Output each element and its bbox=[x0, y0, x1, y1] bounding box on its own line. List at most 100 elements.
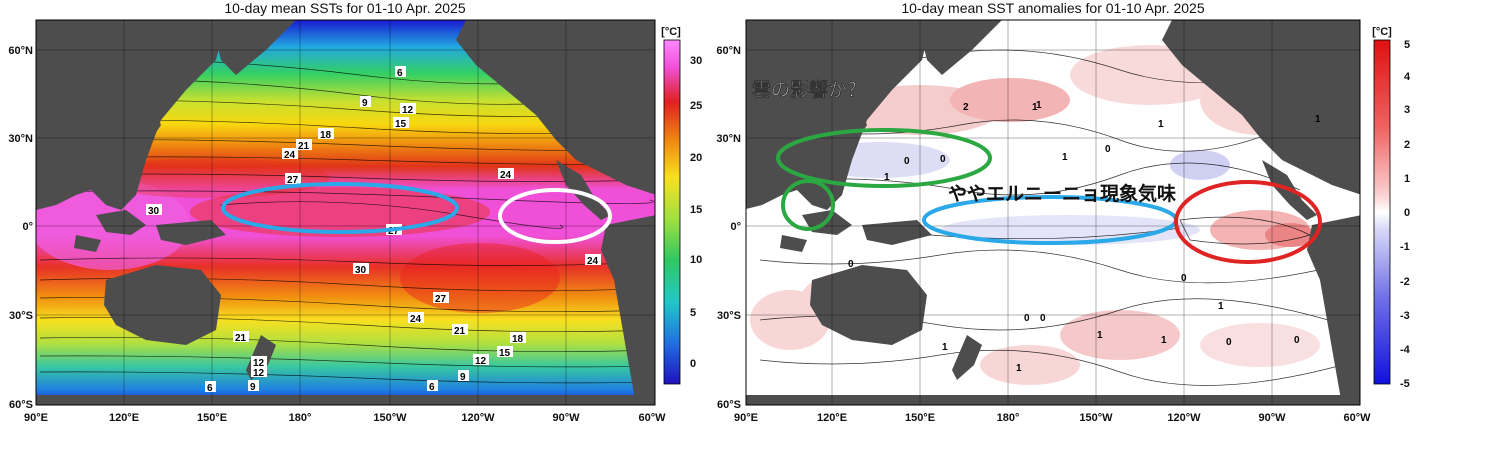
svg-text:120°E: 120°E bbox=[817, 412, 847, 424]
svg-text:-2: -2 bbox=[1400, 276, 1410, 288]
svg-text:27: 27 bbox=[287, 175, 299, 186]
svg-text:2: 2 bbox=[963, 102, 969, 113]
svg-text:60°S: 60°S bbox=[717, 399, 741, 411]
left-lon-labels: 90°E 120°E 150°E 180° 150°W 120°W 90°W 6… bbox=[24, 412, 666, 424]
svg-text:30°S: 30°S bbox=[9, 310, 33, 322]
svg-text:1: 1 bbox=[1404, 173, 1410, 185]
svg-text:5: 5 bbox=[1404, 39, 1410, 51]
cyan-ellipse-left bbox=[221, 182, 459, 234]
svg-text:-1: -1 bbox=[1400, 241, 1410, 253]
svg-text:120°W: 120°W bbox=[1167, 412, 1201, 424]
el-nino-note: ややエルニーニョ現象気味 bbox=[948, 182, 1176, 205]
svg-text:18: 18 bbox=[512, 334, 524, 345]
svg-text:24: 24 bbox=[587, 256, 599, 267]
svg-text:3: 3 bbox=[1404, 104, 1410, 116]
svg-text:0: 0 bbox=[904, 156, 910, 167]
red-ellipse-right bbox=[1174, 180, 1322, 264]
svg-text:0°: 0° bbox=[730, 221, 741, 233]
svg-text:30: 30 bbox=[690, 55, 702, 67]
left-map-frame bbox=[35, 19, 656, 406]
right-contour-labels: 2 1 1 0 0 1 1 1 1 0 0 0 0 1 1 0 0 1 1 0 … bbox=[848, 100, 1321, 374]
svg-text:0: 0 bbox=[1181, 273, 1187, 284]
svg-text:24: 24 bbox=[500, 170, 512, 181]
svg-text:0: 0 bbox=[848, 259, 854, 270]
svg-text:9: 9 bbox=[362, 98, 368, 109]
svg-text:-3: -3 bbox=[1400, 310, 1410, 322]
svg-text:1: 1 bbox=[1315, 114, 1321, 125]
svg-text:21: 21 bbox=[235, 333, 247, 344]
svg-text:12: 12 bbox=[402, 105, 414, 116]
svg-text:2: 2 bbox=[1404, 139, 1410, 151]
svg-text:150°W: 150°W bbox=[373, 412, 407, 424]
right-lat-labels: 60°N 30°N 0° 30°S 60°S bbox=[716, 45, 741, 411]
svg-text:1: 1 bbox=[1062, 152, 1068, 163]
svg-text:-5: -5 bbox=[1400, 378, 1410, 390]
svg-text:6: 6 bbox=[207, 383, 213, 394]
svg-text:25: 25 bbox=[690, 100, 702, 112]
svg-text:1: 1 bbox=[942, 342, 948, 353]
svg-text:15: 15 bbox=[395, 119, 407, 130]
green-ellipse-lower bbox=[781, 179, 835, 231]
right-colorbar: [°C] 5 4 3 2 1 0 -1 -2 -3 -4 -5 bbox=[1372, 26, 1411, 390]
svg-text:150°E: 150°E bbox=[197, 412, 227, 424]
svg-text:60°N: 60°N bbox=[8, 45, 33, 57]
svg-text:60°S: 60°S bbox=[9, 399, 33, 411]
right-panel-title: 10-day mean SST anomalies for 01-10 Apr.… bbox=[901, 0, 1204, 16]
svg-text:60°W: 60°W bbox=[638, 412, 666, 424]
svg-text:30°N: 30°N bbox=[716, 133, 741, 145]
svg-text:30: 30 bbox=[355, 265, 367, 276]
svg-text:90°W: 90°W bbox=[552, 412, 580, 424]
svg-text:[°C]: [°C] bbox=[661, 26, 681, 38]
svg-text:-4: -4 bbox=[1400, 344, 1411, 356]
green-ellipse-upper bbox=[776, 128, 992, 188]
svg-text:1: 1 bbox=[1032, 102, 1038, 113]
left-colorbar: [°C] 30 25 20 15 10 5 0 bbox=[661, 26, 702, 385]
svg-text:120°E: 120°E bbox=[109, 412, 139, 424]
svg-text:21: 21 bbox=[298, 141, 310, 152]
svg-text:180°: 180° bbox=[289, 412, 312, 424]
svg-text:20: 20 bbox=[690, 152, 702, 164]
cloud-note: 雲の影響か？ bbox=[752, 78, 866, 101]
svg-text:0: 0 bbox=[690, 358, 696, 370]
svg-text:0: 0 bbox=[1105, 144, 1111, 155]
svg-text:21: 21 bbox=[454, 326, 466, 337]
svg-text:6: 6 bbox=[429, 382, 435, 393]
svg-text:0: 0 bbox=[1226, 337, 1232, 348]
svg-text:9: 9 bbox=[250, 382, 256, 393]
svg-text:1: 1 bbox=[1158, 119, 1164, 130]
svg-text:12: 12 bbox=[253, 368, 265, 379]
svg-text:120°W: 120°W bbox=[461, 412, 495, 424]
svg-text:5: 5 bbox=[690, 307, 696, 319]
svg-text:27: 27 bbox=[388, 226, 400, 237]
svg-text:12: 12 bbox=[475, 356, 487, 367]
svg-text:6: 6 bbox=[397, 68, 403, 79]
svg-text:1: 1 bbox=[1036, 100, 1042, 111]
svg-text:1: 1 bbox=[1218, 301, 1224, 312]
svg-text:150°E: 150°E bbox=[905, 412, 935, 424]
svg-text:24: 24 bbox=[410, 314, 422, 325]
white-ellipse-left bbox=[498, 188, 612, 244]
svg-text:9: 9 bbox=[460, 372, 466, 383]
svg-text:15: 15 bbox=[499, 348, 511, 359]
svg-text:18: 18 bbox=[320, 130, 332, 141]
svg-text:30°N: 30°N bbox=[8, 133, 33, 145]
left-contour-labels: 6 9 12 15 18 21 24 27 30 27 30 27 24 21 … bbox=[146, 66, 601, 394]
svg-text:24: 24 bbox=[284, 150, 296, 161]
right-lon-labels: 90°E 120°E 150°E 180° 150°W 120°W 90°W 6… bbox=[734, 412, 1371, 424]
svg-text:90°W: 90°W bbox=[1258, 412, 1286, 424]
left-map: 6 9 12 15 18 21 24 27 30 27 30 27 24 21 … bbox=[36, 20, 655, 405]
svg-text:0: 0 bbox=[940, 154, 946, 165]
right-map: 2 1 1 0 0 1 1 1 1 0 0 0 0 1 1 0 0 1 1 0 … bbox=[746, 20, 1360, 405]
svg-text:30°S: 30°S bbox=[717, 310, 741, 322]
svg-text:1: 1 bbox=[1161, 335, 1167, 346]
svg-text:90°E: 90°E bbox=[24, 412, 48, 424]
svg-text:1: 1 bbox=[1097, 330, 1103, 341]
svg-text:0°: 0° bbox=[22, 221, 33, 233]
svg-text:[°C]: [°C] bbox=[1372, 26, 1392, 38]
svg-text:60°W: 60°W bbox=[1343, 412, 1371, 424]
svg-text:180°: 180° bbox=[997, 412, 1020, 424]
svg-text:0: 0 bbox=[1294, 335, 1300, 346]
svg-text:0: 0 bbox=[1040, 313, 1046, 324]
svg-text:150°W: 150°W bbox=[1079, 412, 1113, 424]
right-map-frame bbox=[745, 19, 1361, 406]
